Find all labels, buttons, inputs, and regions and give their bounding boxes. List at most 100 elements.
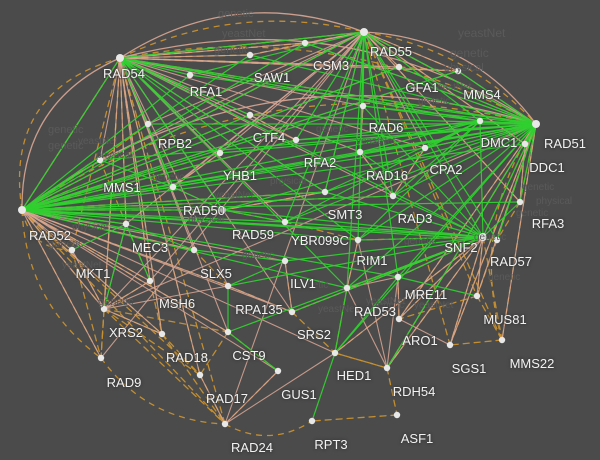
graph-edge — [21, 209, 359, 241]
graph-node[interactable] — [393, 411, 401, 419]
graph-node[interactable] — [394, 273, 402, 281]
graph-edge — [21, 191, 326, 211]
graph-edge — [324, 191, 484, 238]
graph-edge — [363, 31, 537, 125]
graph-node[interactable] — [116, 54, 124, 62]
graph-node[interactable] — [18, 206, 26, 214]
graph-node[interactable] — [321, 188, 329, 196]
graph-node[interactable] — [274, 367, 282, 375]
graph-edge — [21, 209, 127, 225]
graph-edge — [21, 209, 279, 372]
graph-node[interactable] — [68, 246, 76, 254]
graph-edge — [119, 57, 191, 76]
graph-edge — [119, 57, 229, 333]
graph-edge — [291, 311, 336, 354]
graph-node[interactable] — [521, 140, 529, 148]
graph-edge — [193, 249, 286, 262]
graph-node[interactable] — [446, 341, 454, 349]
graph-edge — [119, 57, 359, 241]
graph-edge — [227, 285, 293, 313]
graph-edge — [398, 236, 484, 320]
graph-node[interactable] — [383, 364, 391, 372]
graph-node[interactable] — [169, 183, 177, 191]
graph-edge — [103, 123, 537, 310]
graph-edge — [284, 221, 484, 238]
graph-edge — [334, 276, 399, 354]
graph-edge — [189, 31, 365, 76]
graph-node[interactable] — [301, 39, 309, 47]
graph-node[interactable] — [479, 233, 487, 241]
graph-node[interactable] — [356, 148, 364, 156]
graph-edge — [324, 31, 365, 193]
graph-edge — [457, 70, 537, 125]
graph-edge — [161, 333, 201, 376]
graph-edge — [295, 31, 365, 141]
graph-node[interactable] — [186, 71, 194, 79]
graph-node[interactable] — [246, 111, 254, 119]
graph-node[interactable] — [476, 117, 484, 125]
graph-node[interactable] — [360, 28, 368, 36]
graph-edge — [311, 414, 398, 422]
graph-node[interactable] — [216, 149, 224, 157]
graph-edge — [172, 31, 365, 188]
graph-edge — [476, 295, 503, 341]
graph-node[interactable] — [498, 336, 506, 344]
graph-edge — [172, 123, 537, 188]
graph-edge — [449, 339, 503, 346]
graph-node[interactable] — [395, 315, 403, 323]
graph-edge — [219, 31, 365, 154]
graph-node[interactable] — [196, 371, 204, 379]
graph-node[interactable] — [224, 328, 232, 336]
graph-edge — [119, 57, 426, 149]
graph-node[interactable] — [421, 144, 429, 152]
graph-node[interactable] — [122, 220, 130, 228]
graph-node[interactable] — [190, 246, 198, 254]
graph-edge — [397, 276, 400, 320]
graph-edge-arc — [21, 209, 73, 251]
graph-edge — [496, 123, 537, 241]
graph-node[interactable] — [343, 284, 351, 292]
graph-node[interactable] — [395, 63, 403, 71]
graph-node[interactable] — [389, 192, 397, 200]
graph-node[interactable] — [516, 198, 524, 206]
graph-edge — [199, 331, 229, 376]
graph-edge — [363, 31, 459, 72]
graph-node[interactable] — [246, 51, 254, 59]
graph-node[interactable] — [97, 354, 105, 362]
graph-node[interactable] — [532, 120, 540, 128]
graph-edge — [100, 308, 105, 359]
graph-node[interactable] — [331, 349, 339, 357]
graph-node[interactable] — [281, 257, 289, 265]
graph-edge — [346, 239, 359, 289]
graph-edge — [119, 57, 326, 193]
graph-edge — [363, 31, 498, 241]
graph-edge — [482, 201, 521, 238]
graph-edge — [476, 236, 484, 297]
graph-edge — [21, 74, 191, 211]
graph-node[interactable] — [288, 308, 296, 316]
graph-node[interactable] — [100, 305, 108, 313]
graph-edge-arc — [490, 123, 537, 341]
graph-node[interactable] — [146, 277, 154, 285]
graph-node[interactable] — [454, 67, 462, 75]
graph-node[interactable] — [96, 156, 104, 164]
graph-node[interactable] — [359, 102, 367, 110]
graph-node[interactable] — [354, 236, 362, 244]
graph-node[interactable] — [219, 206, 227, 214]
graph-edge — [363, 31, 451, 346]
graph-node[interactable] — [308, 417, 316, 425]
graph-edge — [398, 318, 451, 346]
graph-node[interactable] — [158, 330, 166, 338]
graph-edge — [21, 209, 102, 359]
graph-edge — [324, 120, 481, 193]
graph-node[interactable] — [224, 282, 232, 290]
graph-node[interactable] — [473, 292, 481, 300]
graph-edge — [295, 123, 537, 141]
graph-edge-arc — [224, 420, 313, 437]
graph-node[interactable] — [292, 136, 300, 144]
graph-node[interactable] — [221, 420, 229, 428]
graph-node[interactable] — [281, 218, 289, 226]
graph-node[interactable] — [493, 236, 501, 244]
graph-node[interactable] — [144, 120, 152, 128]
